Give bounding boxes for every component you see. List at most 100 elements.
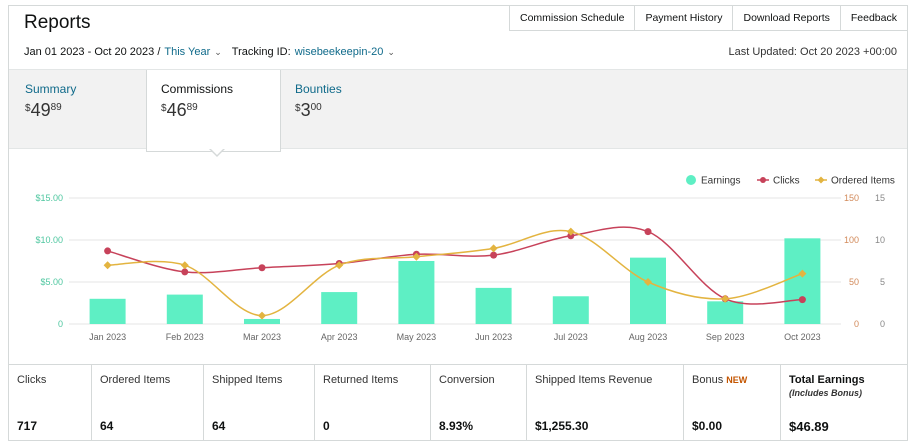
earnings-bar xyxy=(552,296,589,324)
y-right2-tick: 15 xyxy=(875,193,885,203)
stat-value: 0 xyxy=(323,419,330,433)
feedback-button[interactable]: Feedback xyxy=(839,6,907,31)
y-right2-tick: 0 xyxy=(880,319,885,329)
ordered-items-point xyxy=(644,278,652,286)
clicks-point xyxy=(798,296,806,304)
stat-label: Total Earnings xyxy=(789,374,865,386)
download-reports-button[interactable]: Download Reports xyxy=(732,6,840,31)
ordered-items-point xyxy=(103,261,112,270)
y-right2-tick: 10 xyxy=(875,235,885,245)
clicks-point xyxy=(490,251,498,259)
tab-value: $4689 xyxy=(161,100,198,120)
ordered-items-line xyxy=(107,229,803,317)
new-badge: NEW xyxy=(726,375,748,385)
ordered-items-point xyxy=(489,244,498,253)
legend-earnings-marker xyxy=(686,175,696,185)
earnings-bar xyxy=(244,318,280,324)
stat-label: Conversion xyxy=(439,374,495,386)
filter-bar: Jan 01 2023 - Oct 20 2023 / This Year ⌄ … xyxy=(24,46,405,58)
earnings-bar xyxy=(784,238,821,324)
legend-label: Ordered Items xyxy=(831,176,895,187)
tab-label: Bounties xyxy=(295,82,342,96)
legend-label: Earnings xyxy=(701,176,740,187)
tab-commissions[interactable]: Commissions $4689 xyxy=(146,70,281,152)
clicks-point xyxy=(181,268,189,276)
active-tab-caret xyxy=(209,148,225,157)
stat-value: 64 xyxy=(212,419,226,433)
stat-value: 717 xyxy=(17,419,38,433)
earnings-bar xyxy=(166,294,203,324)
stat-label: Bonus NEW xyxy=(692,374,748,386)
chevron-down-icon[interactable]: ⌄ xyxy=(387,46,395,57)
ordered-items-point xyxy=(798,269,807,278)
tab-summary[interactable]: Summary $4989 xyxy=(11,70,141,150)
y-right2-tick: 5 xyxy=(880,277,885,287)
stat-returned-items: Returned Items 0 xyxy=(315,365,431,440)
commission-schedule-button[interactable]: Commission Schedule xyxy=(508,6,635,31)
top-nav: Commission Schedule Payment History Down… xyxy=(508,6,907,31)
stat-value: $1,255.30 xyxy=(535,419,589,433)
clicks-point xyxy=(644,228,652,236)
chevron-down-icon[interactable]: ⌄ xyxy=(214,46,222,57)
stat-ordered-items: Ordered Items 64 xyxy=(92,365,204,440)
x-tick-label: Apr 2023 xyxy=(321,332,358,342)
ordered-items-point xyxy=(721,294,730,303)
earnings-bar xyxy=(321,292,358,324)
tab-bounties[interactable]: Bounties $300 xyxy=(281,70,401,150)
y-left-tick: $5.00 xyxy=(40,277,63,287)
stat-value: 64 xyxy=(100,419,114,433)
stat-total-earnings: Total Earnings (Includes Bonus) $46.89 xyxy=(781,365,907,440)
tab-value: $300 xyxy=(295,100,322,120)
reports-panel: Reports Commission Schedule Payment Hist… xyxy=(8,5,908,441)
stat-label: Clicks xyxy=(17,374,47,386)
tracking-label: Tracking ID: xyxy=(231,46,291,58)
stat-label: Shipped Items Revenue xyxy=(535,374,653,386)
y-right1-tick: 50 xyxy=(849,277,859,287)
tab-label: Summary xyxy=(25,82,77,96)
x-tick-label: Jun 2023 xyxy=(475,332,512,342)
stat-label: Ordered Items xyxy=(100,374,171,386)
ordered-items-point xyxy=(335,261,344,270)
earnings-bar xyxy=(630,257,666,324)
tab-value: $4989 xyxy=(25,100,62,120)
tracking-id-dropdown[interactable]: wisebeekeepin-20 xyxy=(294,46,384,58)
date-range-text: Jan 01 2023 - Oct 20 2023 / xyxy=(24,46,161,58)
payment-history-button[interactable]: Payment History xyxy=(634,6,733,31)
y-left-tick: $10.00 xyxy=(35,235,63,245)
stat-conversion: Conversion 8.93% xyxy=(431,365,527,440)
x-tick-label: Jul 2023 xyxy=(554,332,588,342)
stat-shipped-revenue: Shipped Items Revenue $1,255.30 xyxy=(527,365,684,440)
stat-bonus: Bonus NEW $0.00 xyxy=(684,365,781,440)
x-tick-label: Oct 2023 xyxy=(784,332,821,342)
y-right1-tick: 100 xyxy=(844,235,859,245)
stat-label: Returned Items xyxy=(323,374,399,386)
stat-sublabel: (Includes Bonus) xyxy=(789,388,863,398)
clicks-point xyxy=(258,264,266,272)
x-tick-label: May 2023 xyxy=(397,332,437,342)
x-tick-label: Sep 2023 xyxy=(706,332,745,342)
stats-row: Clicks 717 Ordered Items 64 Shipped Item… xyxy=(9,364,907,440)
summary-tabs: Summary $4989 Commissions $4689 Bounties… xyxy=(9,69,907,152)
last-updated: Last Updated: Oct 20 2023 +00:00 xyxy=(728,46,898,58)
clicks-point xyxy=(567,232,575,240)
earnings-bar xyxy=(398,261,435,324)
ordered-items-point xyxy=(258,311,266,320)
clicks-point xyxy=(104,247,112,255)
stat-shipped-items: Shipped Items 64 xyxy=(204,365,315,440)
legend-label: Clicks xyxy=(773,176,800,187)
stat-value: 8.93% xyxy=(439,419,474,433)
x-tick-label: Feb 2023 xyxy=(166,332,204,342)
x-tick-label: Jan 2023 xyxy=(89,332,126,342)
legend-clicks-marker xyxy=(760,177,766,183)
earnings-bar xyxy=(707,301,744,324)
y-left-tick: 0 xyxy=(58,319,63,329)
tab-label: Commissions xyxy=(161,82,234,96)
stat-value: $46.89 xyxy=(789,419,829,434)
ordered-items-point xyxy=(180,261,189,270)
earnings-bar xyxy=(89,298,126,324)
period-dropdown[interactable]: This Year xyxy=(164,46,211,58)
y-left-tick: $15.00 xyxy=(35,193,63,203)
stat-label: Shipped Items xyxy=(212,374,283,386)
page-title: Reports xyxy=(24,12,91,33)
